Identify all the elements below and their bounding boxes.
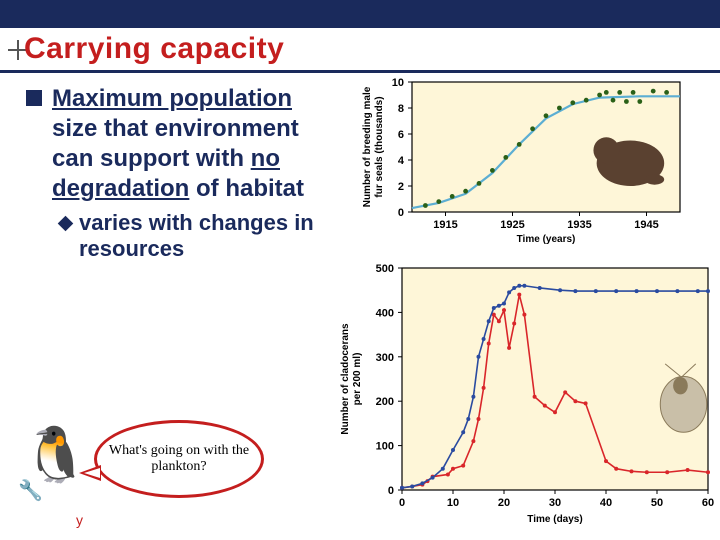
speech-bubble: What's going on with the plankton? [94,420,264,498]
slide-title: Carrying capacity [24,32,284,66]
title-band [0,0,720,28]
svg-text:8: 8 [398,103,404,115]
svg-text:200: 200 [376,396,394,408]
svg-text:0: 0 [399,497,405,509]
svg-text:0: 0 [398,207,404,219]
svg-text:300: 300 [376,352,394,364]
penguin-icon: 🐧 [22,428,89,482]
svg-text:1925: 1925 [500,219,524,231]
svg-text:50: 50 [651,497,663,509]
svg-text:Number of cladocerans: Number of cladocerans [340,323,351,435]
svg-text:10: 10 [392,77,404,89]
diamond-bullet-icon [58,216,74,232]
svg-text:2: 2 [398,181,404,193]
sub-bullet-row: varies with changes in resources [60,210,326,263]
svg-text:30: 30 [549,497,561,509]
svg-text:20: 20 [498,497,510,509]
svg-text:4: 4 [398,155,405,167]
svg-text:40: 40 [600,497,612,509]
wrench-icon: 🔧 [18,478,43,503]
speech-text: What's going on with the plankton? [97,439,261,479]
svg-text:1915: 1915 [433,219,457,231]
main-bullet-row: Maximum population size that environment… [26,84,326,204]
svg-text:per 200 ml): per 200 ml) [352,353,363,406]
fur-seal-chart: 0 2 4 6 8 10 1915 1925 1935 1945 Time (years) Numbe… [352,70,712,250]
svg-text:100: 100 [376,441,394,453]
svg-text:Time (years): Time (years) [517,234,576,245]
svg-text:1935: 1935 [567,219,591,231]
content-block: Maximum population size that environment… [26,84,326,263]
svg-text:6: 6 [398,129,404,141]
svg-text:Number of breeding male: Number of breeding male [362,86,373,207]
svg-text:10: 10 [447,497,459,509]
svg-text:1945: 1945 [634,219,658,231]
footer-fragment: y [76,512,83,528]
sub-point-text: varies with changes in resources [79,210,326,263]
svg-text:60: 60 [702,497,714,509]
main-point-text: Maximum population size that environment… [52,84,326,204]
svg-text:500: 500 [376,263,394,275]
svg-text:400: 400 [376,307,394,319]
svg-text:fur seals (thousands): fur seals (thousands) [374,96,385,197]
cladoceran-chart: 0 100 200 300 400 500 0 10 20 30 40 50 60 Time (days)… [328,260,718,530]
svg-text:Time (days): Time (days) [527,514,582,525]
svg-text:0: 0 [388,485,394,497]
square-bullet-icon [26,90,42,106]
